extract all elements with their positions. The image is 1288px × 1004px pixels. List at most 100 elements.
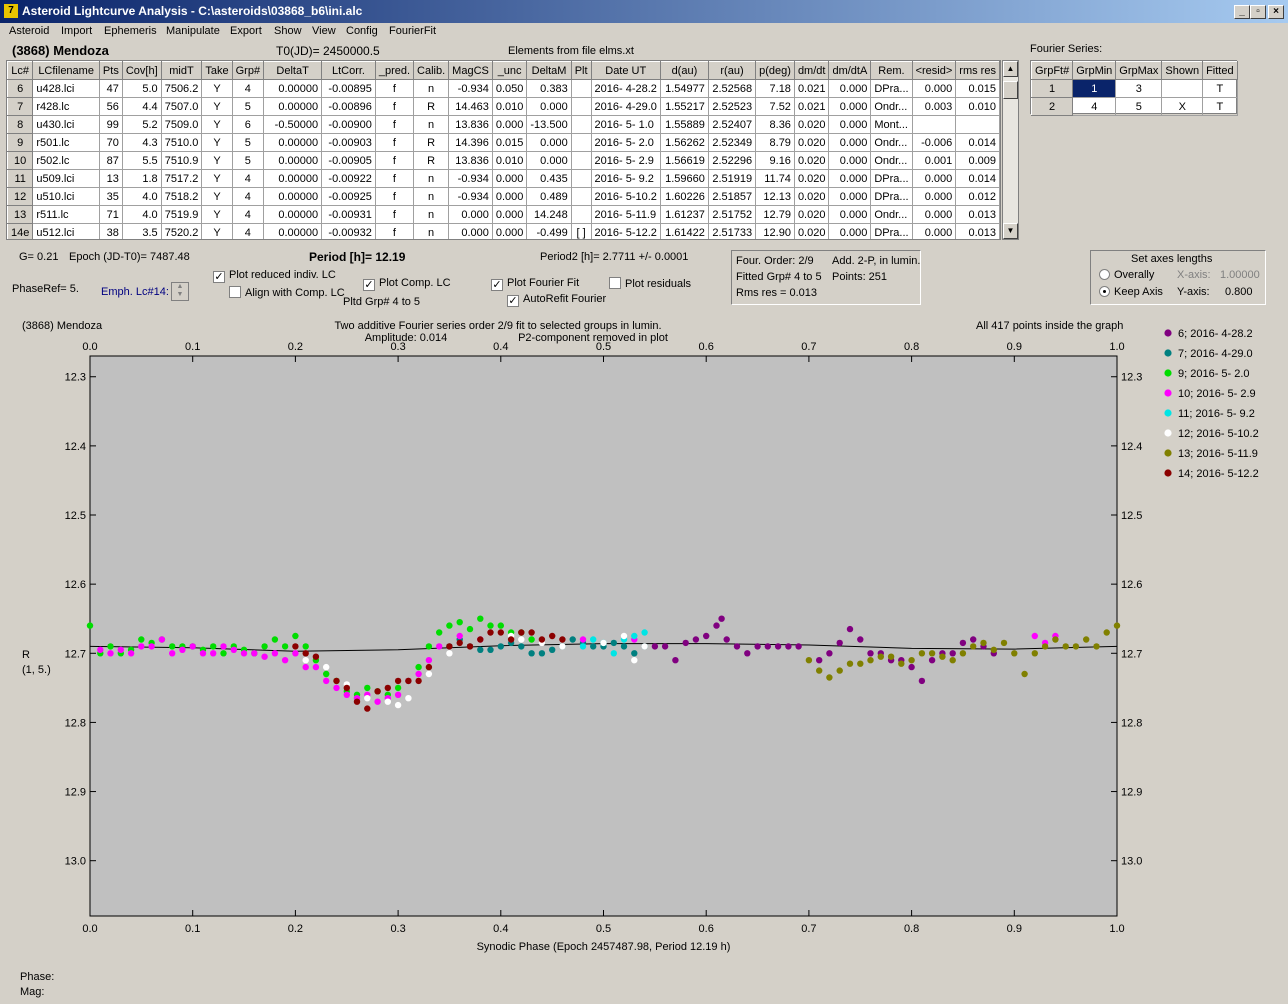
column-header[interactable]: LCfilename xyxy=(32,61,100,80)
table-cell[interactable] xyxy=(570,169,592,188)
table-cell[interactable]: 0.000 xyxy=(491,205,528,224)
fourier-table[interactable]: GrpFt# GrpMin GrpMax Shown Fitted 1 1 3 T 2 4 5 X T xyxy=(1030,60,1238,116)
table-cell[interactable]: 0.010 xyxy=(955,97,1000,116)
table-cell[interactable]: 0.00000 xyxy=(263,133,323,152)
table-cell[interactable]: 0.435 xyxy=(526,169,572,188)
column-header[interactable]: Date UT xyxy=(590,61,661,80)
table-cell[interactable]: 0.014 xyxy=(955,169,1000,188)
table-cell[interactable]: 0.010 xyxy=(491,97,528,116)
fourier-cell[interactable]: 4 xyxy=(1072,97,1117,116)
table-cell[interactable]: 0.000 xyxy=(526,97,572,116)
table-cell[interactable]: 0.000 xyxy=(448,205,493,224)
table-cell[interactable]: -0.006 xyxy=(911,133,957,152)
table-cell[interactable]: Y xyxy=(201,79,233,98)
row-header[interactable]: 13 xyxy=(7,205,34,224)
table-row[interactable]: 11 u509.lci 13 1.8 7517.2 Y 4 0.00000 -0.00922 f n… xyxy=(7,169,1000,188)
table-cell[interactable] xyxy=(570,79,592,98)
row-header[interactable]: 7 xyxy=(7,97,34,116)
table-cell[interactable]: f xyxy=(374,115,415,134)
table-cell[interactable]: r502.lc xyxy=(32,151,100,170)
fourier-cell[interactable]: X xyxy=(1161,97,1204,116)
table-cell[interactable]: f xyxy=(374,169,415,188)
table-cell[interactable]: 56 xyxy=(98,97,123,116)
fourier-row-header[interactable]: 1 xyxy=(1030,79,1074,98)
table-cell[interactable]: f xyxy=(374,187,415,206)
table-cell[interactable]: 14.463 xyxy=(448,97,493,116)
table-cell[interactable]: -0.934 xyxy=(448,187,493,206)
table-cell[interactable]: Y xyxy=(201,133,233,152)
table-cell[interactable]: -0.499 xyxy=(526,223,572,239)
column-header[interactable]: LtCorr. xyxy=(321,61,376,80)
table-cell[interactable]: -0.00932 xyxy=(321,223,376,239)
table-cell[interactable]: DPra... xyxy=(870,169,913,188)
table-cell[interactable]: 7506.2 xyxy=(160,79,203,98)
table-cell[interactable]: -0.00895 xyxy=(321,79,376,98)
table-cell[interactable]: 0.000 xyxy=(828,97,872,116)
table-cell[interactable]: 12.90 xyxy=(755,223,795,239)
table-cell[interactable]: 2.52568 xyxy=(707,79,757,98)
table-cell[interactable]: 0.020 xyxy=(793,133,830,152)
table-cell[interactable]: 0.000 xyxy=(828,205,872,224)
row-header[interactable]: 9 xyxy=(7,133,34,152)
table-cell[interactable]: 3.5 xyxy=(121,223,162,239)
column-header[interactable]: d(au) xyxy=(659,61,709,80)
table-row[interactable]: 13 r511.lc 71 4.0 7519.9 Y 4 0.00000 -0.00931 f n 0… xyxy=(7,205,1000,224)
table-cell[interactable]: Ondr... xyxy=(870,133,913,152)
table-cell[interactable]: 2016- 5- 2.0 xyxy=(590,133,661,152)
table-cell[interactable]: R xyxy=(413,133,450,152)
table-cell[interactable]: 0.000 xyxy=(828,223,872,239)
menu-export[interactable]: Export xyxy=(230,25,262,37)
table-cell[interactable]: 0.00000 xyxy=(263,97,323,116)
table-cell[interactable]: 0.00000 xyxy=(263,169,323,188)
column-header[interactable]: midT xyxy=(160,61,203,80)
table-cell[interactable]: 2016- 5-12.2 xyxy=(590,223,661,239)
table-cell[interactable]: [ ] xyxy=(570,223,592,239)
column-header[interactable]: MagCS xyxy=(448,61,493,80)
table-cell[interactable]: f xyxy=(374,97,415,116)
table-cell[interactable]: 4 xyxy=(231,187,265,206)
scroll-up-icon[interactable]: ▲ xyxy=(1003,61,1018,77)
table-cell[interactable]: 1.56262 xyxy=(659,133,709,152)
table-cell[interactable]: 0.000 xyxy=(911,187,957,206)
column-header[interactable]: dm/dt xyxy=(793,61,830,80)
table-cell[interactable]: 2.52349 xyxy=(707,133,757,152)
plot-residuals-checkbox[interactable]: Plot residuals xyxy=(609,277,691,290)
table-cell[interactable]: Mont... xyxy=(870,115,913,134)
table-cell[interactable]: 1.60226 xyxy=(659,187,709,206)
table-cell[interactable]: 1.59660 xyxy=(659,169,709,188)
table-cell[interactable]: u512.lci xyxy=(32,223,100,239)
row-header[interactable]: 11 xyxy=(7,169,34,188)
table-cell[interactable]: Y xyxy=(201,169,233,188)
table-cell[interactable]: 5 xyxy=(231,133,265,152)
menu-config[interactable]: Config xyxy=(346,25,378,37)
table-cell[interactable]: 1.55217 xyxy=(659,97,709,116)
table-cell[interactable]: 13.836 xyxy=(448,115,493,134)
table-cell[interactable]: 7509.0 xyxy=(160,115,203,134)
fourier-cell[interactable]: 5 xyxy=(1115,97,1163,116)
column-header[interactable]: Take xyxy=(201,61,233,80)
table-cell[interactable]: Y xyxy=(201,205,233,224)
table-cell[interactable]: 0.020 xyxy=(793,151,830,170)
column-header[interactable]: r(au) xyxy=(707,61,757,80)
table-cell[interactable]: -0.00903 xyxy=(321,133,376,152)
menu-fourierfit[interactable]: FourierFit xyxy=(389,25,437,37)
table-cell[interactable] xyxy=(570,151,592,170)
table-cell[interactable]: u428.lci xyxy=(32,79,100,98)
column-header[interactable]: p(deg) xyxy=(755,61,795,80)
table-cell[interactable]: 0.000 xyxy=(828,79,872,98)
table-cell[interactable]: 0.00000 xyxy=(263,223,323,239)
table-cell[interactable]: -0.934 xyxy=(448,79,493,98)
table-cell[interactable]: f xyxy=(374,79,415,98)
table-cell[interactable]: 7517.2 xyxy=(160,169,203,188)
table-row[interactable]: 8 u430.lci 99 5.2 7509.0 Y 6 -0.50000 -0.00900 f n… xyxy=(7,115,1000,134)
table-cell[interactable]: 0.001 xyxy=(911,151,957,170)
table-cell[interactable]: 0.020 xyxy=(793,223,830,239)
table-cell[interactable]: 2.52296 xyxy=(707,151,757,170)
table-cell[interactable]: 0.000 xyxy=(911,205,957,224)
close-button[interactable]: × xyxy=(1268,5,1284,19)
table-cell[interactable]: u430.lci xyxy=(32,115,100,134)
table-cell[interactable]: R xyxy=(413,151,450,170)
column-header[interactable]: rms res xyxy=(955,61,1000,80)
